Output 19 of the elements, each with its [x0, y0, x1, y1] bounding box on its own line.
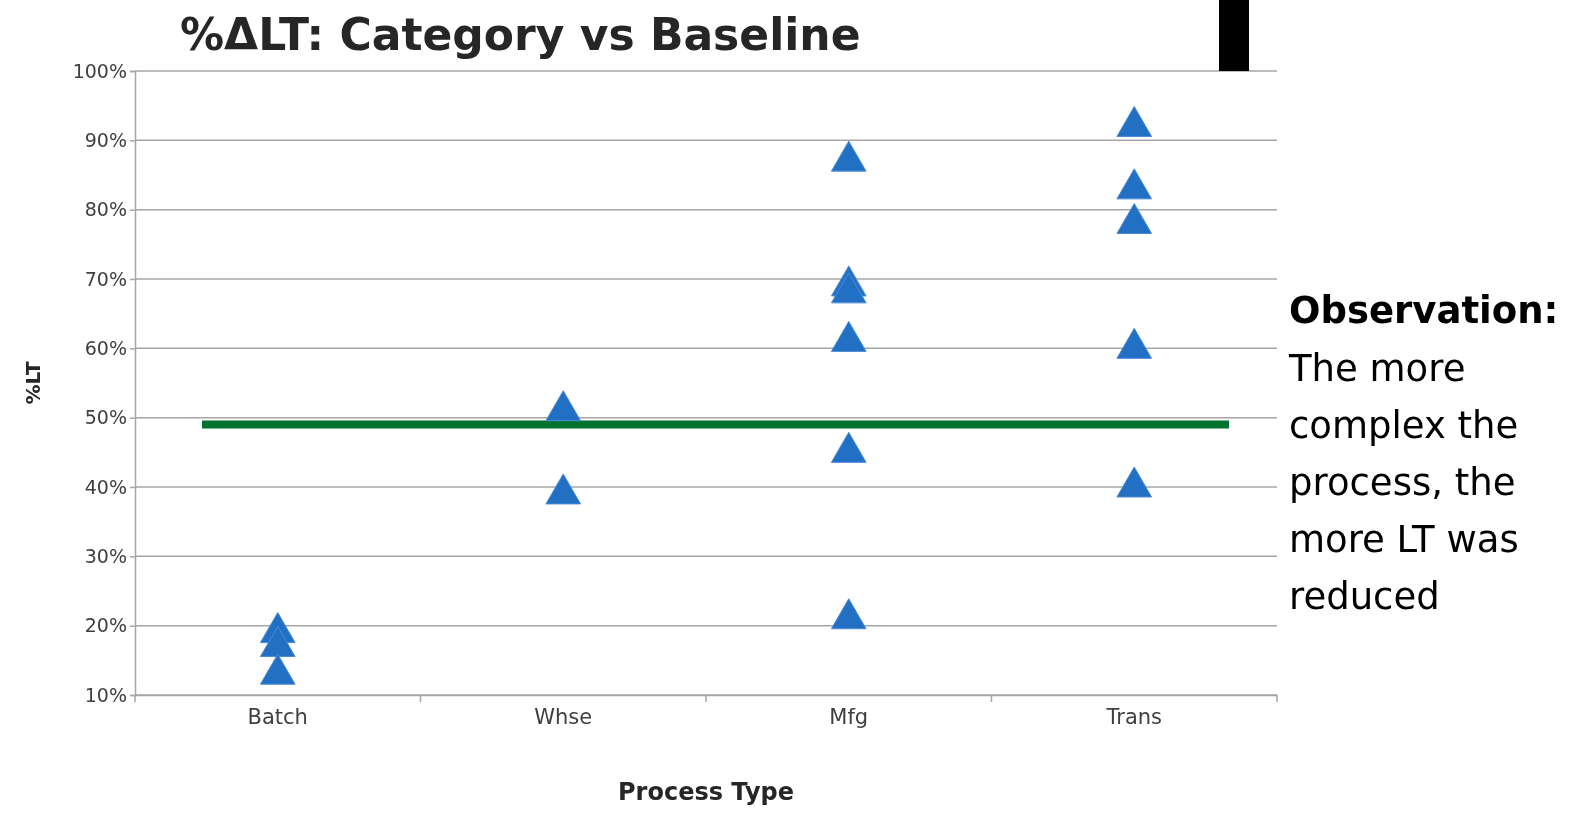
y-tick-label: 20% [84, 614, 127, 637]
y-tick-label: 80% [84, 198, 127, 221]
y-axis-title: %LT [21, 361, 45, 405]
y-tick-label: 40% [84, 475, 127, 498]
y-tick-label: 90% [84, 128, 127, 151]
y-tick-label: 50% [84, 406, 127, 429]
x-tick-label: Mfg [829, 704, 869, 729]
x-tick-label: Trans [1105, 704, 1162, 729]
y-tick-label: 60% [84, 336, 127, 359]
y-tick-label: 70% [84, 267, 127, 290]
y-tick-label: 30% [84, 544, 127, 567]
x-tick-label: Batch [247, 704, 308, 729]
x-tick-label: Whse [534, 704, 593, 729]
y-tick-label: 100% [72, 59, 127, 82]
text: The more complex the process, the more LT was reduced [1288, 347, 1519, 618]
y-tick-label: 10% [84, 683, 127, 706]
x-axis-title: Process Type [618, 778, 794, 806]
chart-title: %ΔLT: Category vs Baseline [180, 9, 861, 60]
text: Observation: [1289, 289, 1559, 332]
